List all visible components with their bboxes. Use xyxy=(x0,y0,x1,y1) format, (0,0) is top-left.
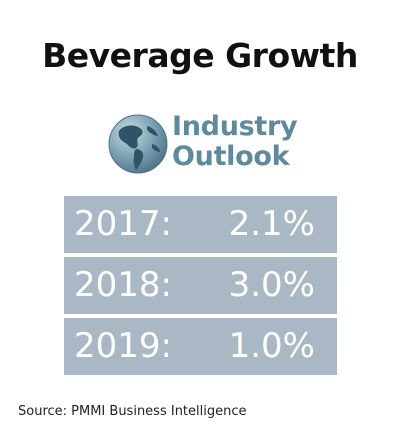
growth-value: 3.0% xyxy=(228,265,315,305)
source-note: Source: PMMI Business Intelligence xyxy=(18,404,247,419)
outlook-label: Industry Outlook xyxy=(172,111,298,172)
growth-row: 2018: 3.0% xyxy=(64,257,337,314)
growth-table: 2017: 2.1% 2018: 3.0% 2019: 1.0% xyxy=(64,196,337,375)
outlook-line1: Industry xyxy=(172,111,298,142)
year-label: 2019: xyxy=(74,326,172,366)
outlook-line2: Outlook xyxy=(172,141,290,172)
growth-value: 2.1% xyxy=(228,204,315,244)
year-label: 2017: xyxy=(74,204,172,244)
globe-icon xyxy=(108,114,168,174)
year-label: 2018: xyxy=(74,265,172,305)
page-title: Beverage Growth xyxy=(42,36,358,75)
industry-outlook-logo: Industry Outlook xyxy=(108,112,308,176)
growth-row: 2017: 2.1% xyxy=(64,196,337,253)
growth-value: 1.0% xyxy=(228,326,315,366)
growth-row: 2019: 1.0% xyxy=(64,318,337,375)
